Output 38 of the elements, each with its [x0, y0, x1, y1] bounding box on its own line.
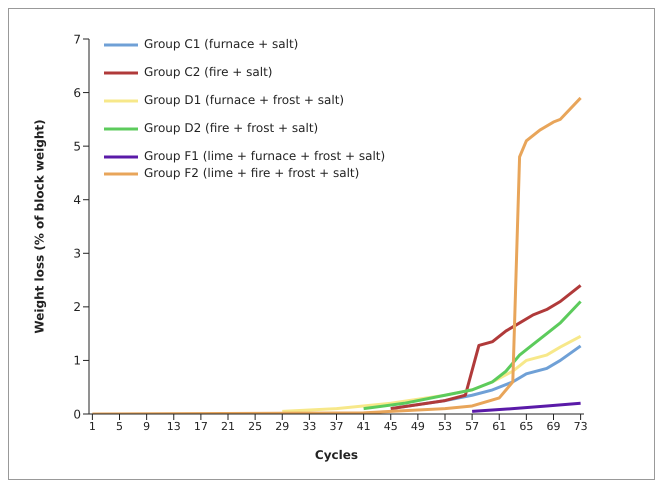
x-tick-label: 61	[492, 420, 506, 433]
line-series	[470, 402, 582, 413]
legend-label: Group D1 (furnace + frost + salt)	[144, 93, 346, 108]
x-tick-label: 45	[384, 420, 398, 433]
y-tick-label: 1	[73, 354, 81, 368]
line-series	[362, 300, 582, 410]
x-tick-label: 65	[519, 420, 534, 433]
x-tick-label: 41	[356, 420, 371, 433]
y-tick-label: 4	[73, 192, 81, 207]
legend-label: Group D2 (fire + frost + salt)	[144, 121, 320, 136]
legend-label: Group C2 (fire + salt)	[144, 65, 274, 80]
y-tick-label: 6	[73, 86, 81, 100]
x-tick-label: 69	[546, 420, 560, 433]
x-tick-label: 17	[194, 420, 208, 433]
legend-label: Group F1 (lime + furnace + frost + salt)	[144, 149, 386, 164]
x-tick-label: 57	[465, 420, 480, 433]
y-tick-label: 2	[73, 300, 81, 314]
x-tick-label: 33	[302, 420, 316, 433]
legend-label: Group C1 (furnace + salt)	[144, 37, 300, 52]
x-tick-label: 25	[248, 420, 262, 433]
y-tick-label: 0	[73, 407, 81, 422]
x-tick-label: 53	[438, 420, 452, 433]
x-tick-label: 37	[330, 420, 344, 433]
x-tick-label: 49	[410, 420, 425, 433]
line-series	[389, 284, 582, 410]
x-tick-label: 29	[275, 420, 290, 433]
x-tick-label: 1	[88, 420, 96, 433]
y-tick-label: 3	[73, 246, 81, 261]
legend-label: Group F2 (lime + fire + frost + salt)	[144, 166, 360, 181]
x-tick-label: 13	[166, 420, 181, 433]
y-tick-label: 7	[73, 32, 81, 46]
x-axis-title: Cycles	[314, 448, 358, 462]
y-axis-title: Weight loss (% of block weight)	[32, 119, 46, 334]
x-tick-label: 21	[221, 420, 236, 433]
x-tick-label: 5	[116, 420, 124, 433]
x-tick-label: 9	[143, 420, 150, 433]
x-tick-label: 73	[574, 420, 588, 433]
y-tick-label: 5	[73, 139, 81, 154]
